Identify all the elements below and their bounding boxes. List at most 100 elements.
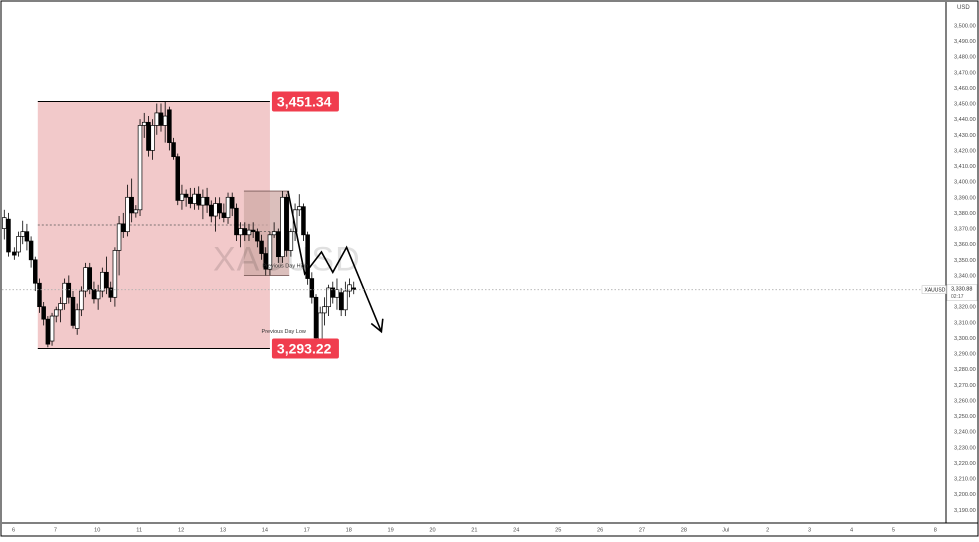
price-axis-ticks[interactable]: 3,190.00 3,200.00 3,210.00 3,220.00 3,230.00… xyxy=(954,23,976,513)
candle-body-up xyxy=(179,193,185,201)
currency-label: USD xyxy=(957,5,970,11)
candle xyxy=(33,256,38,292)
candle-body-down xyxy=(33,259,38,284)
candle-body-up xyxy=(343,290,348,311)
time-tick-label: 6 xyxy=(12,528,15,534)
candle xyxy=(229,192,235,217)
candle xyxy=(255,228,260,248)
time-tick-label: 18 xyxy=(346,528,352,534)
candle xyxy=(221,203,227,223)
candle xyxy=(37,278,42,313)
price-tick-label: 3,210.00 xyxy=(954,477,976,483)
range-high-value: 3,451.34 xyxy=(277,93,332,109)
candle-body-up xyxy=(137,125,143,211)
candle xyxy=(276,228,281,263)
candle xyxy=(129,178,134,223)
candle-body-down xyxy=(330,287,336,298)
candle-body-down xyxy=(204,196,210,206)
candle xyxy=(24,223,30,251)
candle xyxy=(305,231,310,285)
previous-day-high-label: Previous Day High xyxy=(262,264,308,270)
price-tick-label: 3,430.00 xyxy=(954,133,976,139)
candle xyxy=(62,278,67,310)
time-tick-label: 2 xyxy=(766,528,769,534)
candle-body-down xyxy=(284,196,289,251)
candle-body-up xyxy=(133,209,139,214)
candle-body-up xyxy=(141,121,147,126)
price-tick-label: 3,220.00 xyxy=(954,461,976,467)
time-axis-ticks[interactable]: 6 7 10 11 12 13 14 17 18 19 20 21 24 25 26 27 28 Jul 2 3 4 5 8 xyxy=(12,528,937,534)
candle xyxy=(6,212,11,257)
candle-body-up xyxy=(62,282,67,304)
candle xyxy=(12,247,17,260)
candle-body-down xyxy=(175,156,180,201)
candle xyxy=(301,203,306,242)
candle-body-up xyxy=(58,303,63,311)
candle-body-up xyxy=(79,290,84,311)
candle xyxy=(2,209,7,240)
candle-body-down xyxy=(234,207,239,236)
range-low-badge-bg xyxy=(271,338,339,359)
price-tick-label: 3,200.00 xyxy=(954,492,976,498)
candle-body-down xyxy=(250,229,256,233)
axes: USD 3,190.00 3,200.00 3,210.00 3,220.00 3,23… xyxy=(2,2,978,534)
candle-body-down xyxy=(217,203,222,214)
candle-body-up xyxy=(267,234,273,270)
candle-body-down xyxy=(196,193,201,206)
candle-body-down xyxy=(129,196,134,214)
candle xyxy=(313,294,319,345)
candle xyxy=(83,262,88,298)
candle xyxy=(183,189,189,207)
time-tick-label: 24 xyxy=(513,528,519,534)
candle-body-down xyxy=(12,251,17,256)
price-tick-label: 3,400.00 xyxy=(954,180,976,186)
candle-body-down xyxy=(221,212,227,218)
candle xyxy=(28,236,34,268)
candle xyxy=(343,281,348,317)
candle xyxy=(242,222,248,242)
candle-body-up xyxy=(20,231,25,237)
candle-body-down xyxy=(263,253,268,270)
candle xyxy=(133,205,139,218)
price-tick-label: 3,340.00 xyxy=(954,273,976,279)
price-tick-label: 3,240.00 xyxy=(954,430,976,436)
candle xyxy=(100,267,105,298)
bar-countdown: 02:17 xyxy=(951,294,964,300)
price-tick-label: 3,460.00 xyxy=(954,86,976,92)
price-tick-label: 3,230.00 xyxy=(954,445,976,451)
price-tick-label: 3,320.00 xyxy=(954,305,976,311)
price-tick-label: 3,490.00 xyxy=(954,39,976,45)
candle-body-up xyxy=(112,250,118,298)
candle-body-up xyxy=(83,267,88,292)
candle-body-down xyxy=(66,282,72,298)
candle xyxy=(162,101,168,143)
projection-path xyxy=(287,190,383,332)
candle xyxy=(146,116,151,157)
candle xyxy=(58,297,63,323)
candle-body-up xyxy=(16,236,21,253)
price-tick-label: 3,350.00 xyxy=(954,258,976,264)
candle xyxy=(280,191,285,263)
range-low-badge: 3,293.22 xyxy=(271,338,339,359)
candle-body-up xyxy=(200,196,206,206)
candle-series xyxy=(2,101,356,348)
candle xyxy=(288,228,294,257)
candle xyxy=(116,216,122,276)
candle-body-down xyxy=(188,196,193,204)
candle-body-down xyxy=(108,287,113,298)
candle xyxy=(108,281,113,302)
candle-body-up xyxy=(322,306,327,314)
candle xyxy=(217,197,222,220)
candle xyxy=(196,186,201,210)
candle-body-down xyxy=(255,231,260,242)
candle xyxy=(41,301,46,326)
candle-body-up xyxy=(317,312,323,342)
price-tick-label: 3,190.00 xyxy=(954,508,976,514)
candle xyxy=(297,194,302,217)
candle xyxy=(250,222,256,238)
candle-body-down xyxy=(37,282,42,308)
candle-body-up xyxy=(238,228,243,236)
price-tick-label: 3,440.00 xyxy=(954,117,976,123)
candle-body-up xyxy=(334,289,340,298)
